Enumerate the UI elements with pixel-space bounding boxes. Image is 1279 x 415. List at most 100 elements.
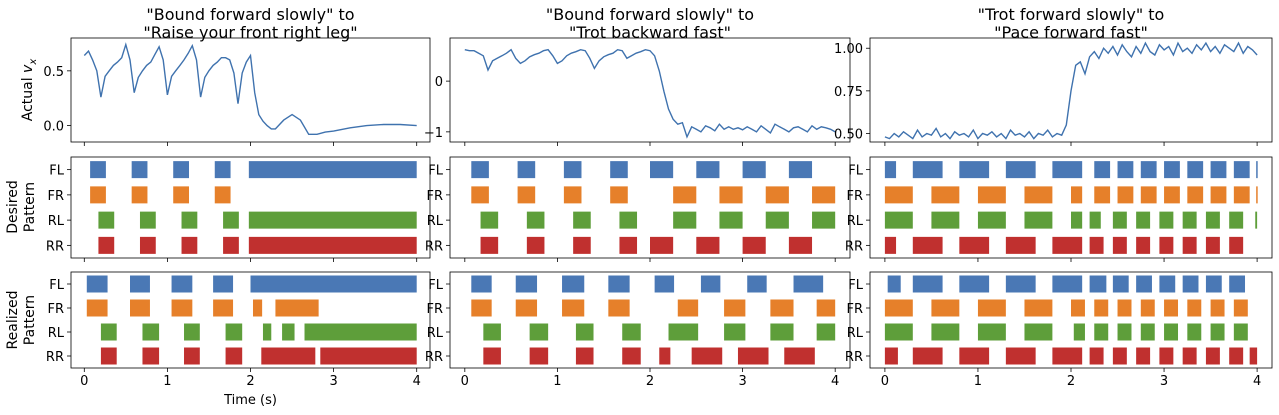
realized-bar-FL xyxy=(171,275,193,293)
desired-bar-FL xyxy=(1233,161,1250,179)
realized-bar-RL xyxy=(977,323,1006,341)
desired-bar-FR xyxy=(131,186,148,204)
realized-bar-RL xyxy=(262,323,272,341)
realized-bar-RR xyxy=(100,347,117,365)
realized-bar-FR xyxy=(562,299,585,317)
x-tick-label: 3 xyxy=(1160,374,1168,389)
desired-bar-FL xyxy=(1210,161,1227,179)
realized-bar-RL xyxy=(282,323,295,341)
leg-label-RL: RL xyxy=(427,214,444,229)
desired-bar-FL xyxy=(1140,161,1157,179)
desired-bar-RL xyxy=(977,211,1006,229)
desired-bar-FR xyxy=(765,186,789,204)
realized-bar-RR xyxy=(659,347,671,365)
y-tick-label: 0.0 xyxy=(43,120,64,135)
desired-bar-RL xyxy=(719,211,743,229)
x-tick-label: 3 xyxy=(738,374,746,389)
desired-bar-FL xyxy=(248,161,417,179)
desired-bar-RR xyxy=(884,236,897,254)
desired-bar-RL xyxy=(248,211,417,229)
realized-bar-RL xyxy=(1094,323,1109,341)
realized-bar-FR xyxy=(213,299,234,317)
desired-bar-RL xyxy=(223,211,239,229)
leg-label-RL: RL xyxy=(847,326,864,341)
realized-bar-RR xyxy=(261,347,316,365)
y-tick-label: 0.75 xyxy=(834,85,863,100)
leg-label-FR: FR xyxy=(47,189,64,204)
desired-bar-RL xyxy=(526,211,545,229)
x-tick-label: 4 xyxy=(831,374,839,389)
desired-bar-FR xyxy=(90,186,106,204)
realized-bar-FL xyxy=(213,275,234,293)
desired-bar-RL xyxy=(1255,211,1258,229)
desired-bar-RR xyxy=(480,236,499,254)
realized-bar-RR xyxy=(1089,347,1104,365)
desired-bar-FL xyxy=(610,161,628,179)
x-axis-label: Time (s) xyxy=(223,393,277,408)
realized-bar-FR xyxy=(931,299,960,317)
realized-bar-FL xyxy=(608,275,630,293)
realized-bar-RL xyxy=(1210,323,1225,341)
x-tick-label: 0 xyxy=(80,374,88,389)
desired-bar-RL xyxy=(480,211,499,229)
x-tick-label: 1 xyxy=(553,374,561,389)
velocity-axes-frame xyxy=(449,37,851,143)
realized-bar-RL xyxy=(575,323,594,341)
leg-label-RR: RR xyxy=(46,239,64,254)
desired-bar-RL xyxy=(1136,211,1151,229)
leg-label-FR: FR xyxy=(846,189,863,204)
desired-bar-FR xyxy=(1164,186,1180,204)
realized-bar-RR xyxy=(737,347,769,365)
realized-bar-RL xyxy=(1024,323,1053,341)
chart-title-line1: "Bound forward slowly" to xyxy=(546,5,754,24)
desired-bar-FR xyxy=(1256,186,1258,204)
y-tick-label: 0.5 xyxy=(43,65,64,80)
realized-bar-FR xyxy=(1233,299,1248,317)
realized-bar-RL xyxy=(622,323,641,341)
realized-bar-RL xyxy=(1187,323,1202,341)
realized-bar-FR xyxy=(275,299,319,317)
desired-bar-FL xyxy=(471,161,489,179)
desired-bar-RR xyxy=(1112,236,1127,254)
desired-bar-RR xyxy=(1205,236,1220,254)
realized-bar-FR xyxy=(130,299,150,317)
realized-bar-RR xyxy=(784,347,815,365)
desired-bar-RL xyxy=(1024,211,1053,229)
realized-bar-FL xyxy=(1089,275,1107,293)
desired-bar-FL xyxy=(1164,161,1180,179)
leg-label-RR: RR xyxy=(425,350,443,365)
realized-bar-RL xyxy=(724,323,746,341)
realized-bar-FL xyxy=(654,275,675,293)
realized-bar-RL xyxy=(1233,323,1248,341)
realized-bar-FL xyxy=(1136,275,1152,293)
desired-bar-RL xyxy=(1071,211,1083,229)
realized-bar-FL xyxy=(86,275,108,293)
realized-bar-FR xyxy=(770,299,794,317)
chart-title-line2: "Pace forward fast" xyxy=(994,23,1148,42)
desired-bar-RR xyxy=(526,236,545,254)
leg-label-FL: FL xyxy=(49,278,64,293)
realized-bar-FL xyxy=(912,275,943,293)
desired-bar-RR xyxy=(1089,236,1104,254)
realized-bar-RR xyxy=(912,347,943,365)
realized-bar-RL xyxy=(304,323,417,341)
leg-label-FL: FL xyxy=(848,278,863,293)
realized-bar-RR xyxy=(1229,347,1244,365)
desired-bar-RL xyxy=(1229,211,1244,229)
realized-bar-RL xyxy=(1164,323,1179,341)
desired-bar-FL xyxy=(912,161,943,179)
desired-bar-RR xyxy=(139,236,156,254)
desired-bar-FL xyxy=(1117,161,1134,179)
desired-bar-FL xyxy=(696,161,720,179)
realized-bar-FR xyxy=(1024,299,1053,317)
realized-bar-FL xyxy=(1159,275,1176,293)
realized-bar-FR xyxy=(1140,299,1155,317)
realized-bar-FL xyxy=(1205,275,1222,293)
realized-bar-RR xyxy=(622,347,641,365)
realized-bar-RR xyxy=(1205,347,1220,365)
realized-bar-FR xyxy=(1164,299,1179,317)
desired-bar-RL xyxy=(765,211,789,229)
desired-bar-RR xyxy=(248,236,417,254)
desired-bar-RL xyxy=(1182,211,1197,229)
desired-bar-FL xyxy=(90,161,106,179)
